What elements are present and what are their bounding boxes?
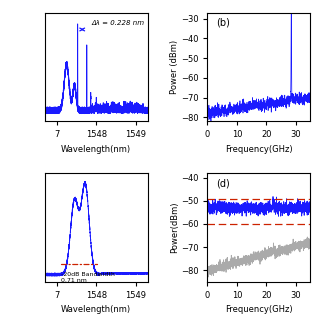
Y-axis label: Power(dBm): Power(dBm) — [171, 202, 180, 253]
X-axis label: Wavelength(nm): Wavelength(nm) — [61, 145, 131, 154]
Text: (b): (b) — [216, 18, 229, 28]
X-axis label: Frequency(GHz): Frequency(GHz) — [225, 145, 293, 154]
X-axis label: Wavelength(nm): Wavelength(nm) — [61, 305, 131, 314]
Text: Δλ = 0.228 nm: Δλ = 0.228 nm — [92, 20, 145, 26]
Y-axis label: Power (dBm): Power (dBm) — [171, 40, 180, 94]
X-axis label: Frequency(GHz): Frequency(GHz) — [225, 305, 293, 314]
Text: (d): (d) — [216, 178, 229, 188]
Text: -20dB Bandwidth
0.71 nm: -20dB Bandwidth 0.71 nm — [60, 272, 115, 283]
